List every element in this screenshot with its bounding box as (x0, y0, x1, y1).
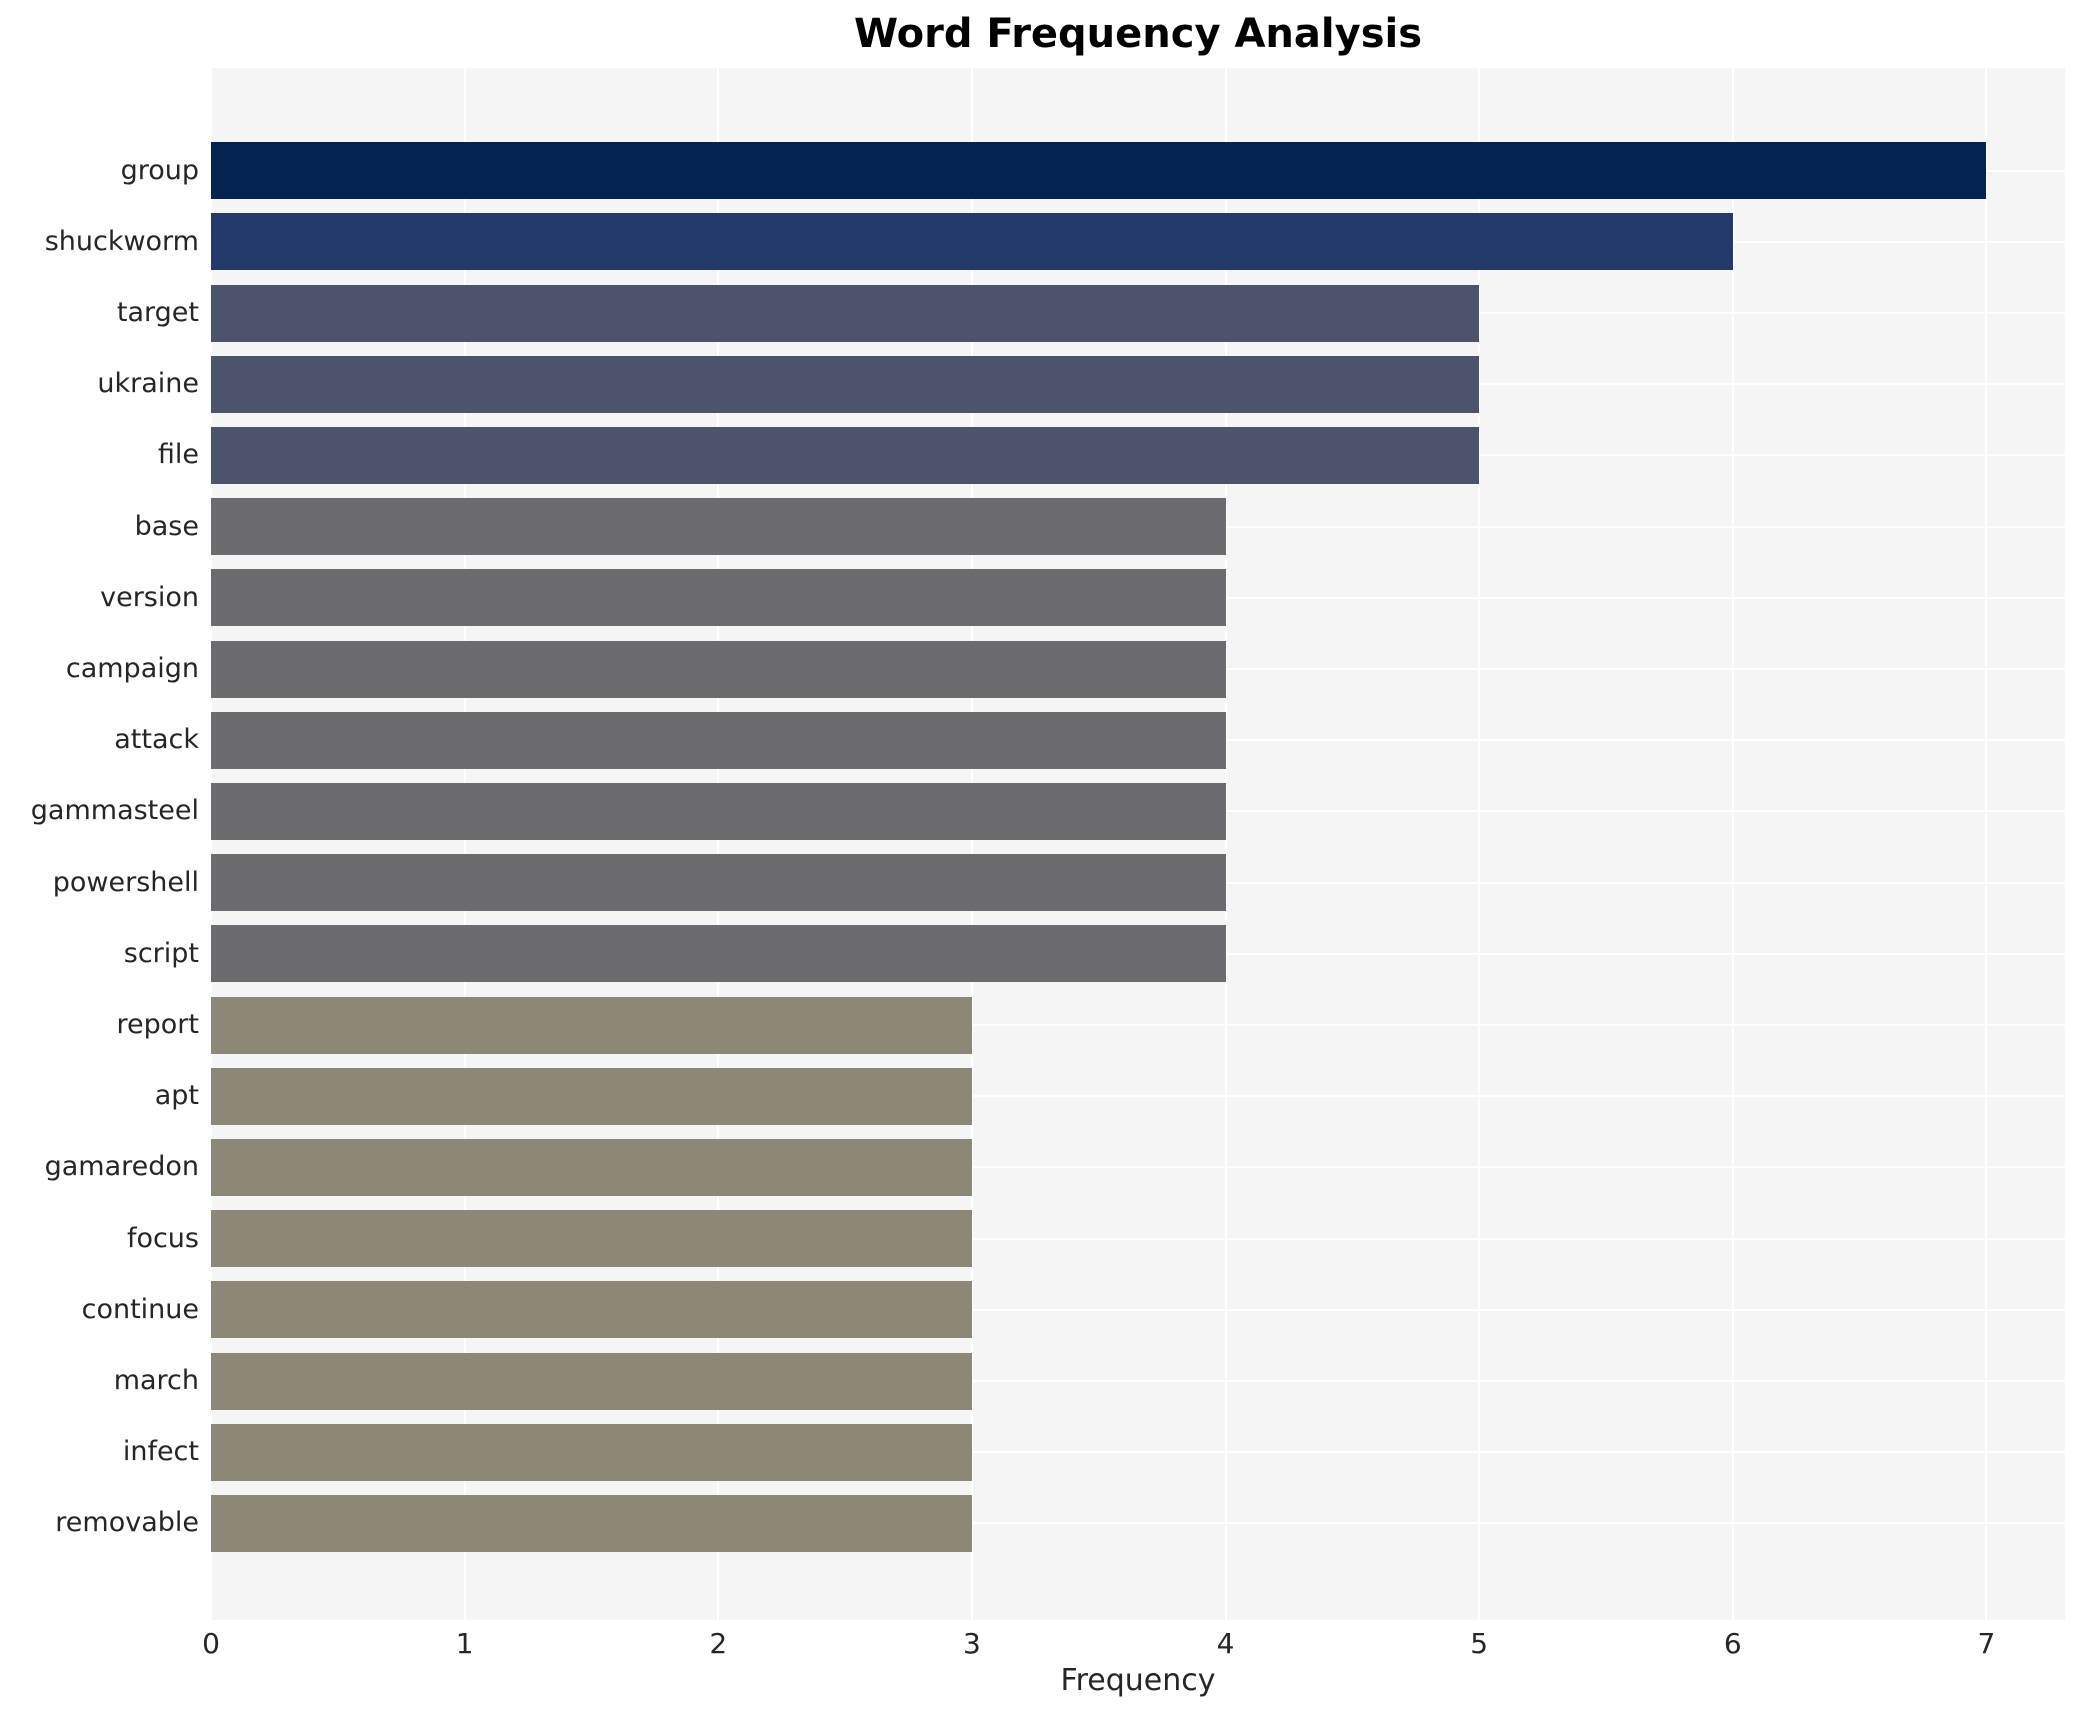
y-tick-label-attack: attack (114, 724, 199, 756)
bar-powershell (211, 854, 1226, 912)
horizontal-gridline (211, 1308, 2065, 1311)
y-tick-label-file: file (157, 439, 199, 471)
horizontal-gridline (211, 1451, 2065, 1454)
bar-base (211, 498, 1226, 556)
horizontal-gridline (211, 1237, 2065, 1240)
bar-report (211, 996, 972, 1054)
bar-gammasteel (211, 782, 1226, 840)
bar-attack (211, 711, 1226, 769)
y-tick-label-version: version (100, 581, 199, 613)
x-tick-label-2: 2 (709, 1627, 728, 1660)
x-tick-label-4: 4 (1216, 1627, 1235, 1660)
bar-continue (211, 1281, 972, 1339)
chart-title: Word Frequency Analysis (853, 11, 1423, 57)
y-tick-label-powershell: powershell (52, 866, 199, 898)
plot-area (211, 68, 2065, 1620)
vertical-gridline (211, 68, 212, 1620)
x-axis-label: Frequency (1060, 1663, 1216, 1698)
y-tick-label-ukraine: ukraine (97, 368, 199, 400)
vertical-gridline (1224, 68, 1227, 1620)
y-tick-label-script: script (123, 937, 199, 969)
y-tick-label-group: group (120, 154, 199, 186)
y-tick-label-focus: focus (126, 1222, 199, 1254)
vertical-gridline (717, 68, 720, 1620)
x-tick-label-7: 7 (1977, 1627, 1996, 1660)
bar-focus (211, 1210, 972, 1268)
vertical-gridline (1731, 68, 1734, 1620)
bar-ukraine (211, 355, 1480, 413)
y-tick-label-continue: continue (81, 1293, 199, 1325)
bar-march (211, 1352, 972, 1410)
y-tick-label-shuckworm: shuckworm (44, 225, 199, 257)
y-tick-label-march: march (113, 1365, 199, 1396)
bar-apt (211, 1067, 972, 1125)
bar-gamaredon (211, 1138, 972, 1196)
vertical-gridline (1985, 68, 1988, 1620)
y-tick-label-gammasteel: gammasteel (30, 795, 199, 827)
y-tick-label-base: base (134, 510, 199, 542)
y-tick-label-gamaredon: gamaredon (44, 1151, 199, 1183)
bar-infect (211, 1423, 972, 1481)
horizontal-gridline (211, 1380, 2065, 1382)
y-tick-label-infect: infect (122, 1436, 199, 1468)
vertical-gridline (1478, 68, 1481, 1620)
y-tick-label-removable: removable (55, 1507, 199, 1539)
horizontal-gridline (211, 1024, 2065, 1026)
y-tick-label-report: report (116, 1009, 199, 1040)
y-tick-label-apt: apt (154, 1080, 199, 1112)
bar-group (211, 142, 1987, 200)
bar-shuckworm (211, 213, 1733, 271)
vertical-gridline (463, 68, 466, 1620)
horizontal-gridline (211, 1166, 2065, 1169)
x-tick-label-1: 1 (455, 1627, 474, 1660)
x-tick-label-3: 3 (962, 1627, 981, 1660)
x-tick-label-0: 0 (202, 1627, 220, 1660)
bar-script (211, 925, 1226, 983)
bar-campaign (211, 640, 1226, 698)
y-axis-tick-labels: group shuckworm target ukraine file base versi… (0, 68, 199, 1620)
y-tick-label-target: target (116, 297, 199, 328)
bar-version (211, 569, 1226, 627)
bar-target (211, 284, 1480, 342)
x-tick-label-6: 6 (1723, 1627, 1742, 1660)
x-axis-tick-labels: 0 1 2 3 4 5 6 7 (202, 1624, 2065, 1664)
y-tick-label-campaign: campaign (65, 653, 199, 684)
horizontal-gridline (211, 1095, 2065, 1098)
bar-file (211, 426, 1480, 484)
vertical-gridline (970, 68, 973, 1620)
x-tick-label-5: 5 (1470, 1627, 1489, 1660)
horizontal-gridline (211, 1522, 2065, 1525)
bar-removable (211, 1494, 972, 1552)
